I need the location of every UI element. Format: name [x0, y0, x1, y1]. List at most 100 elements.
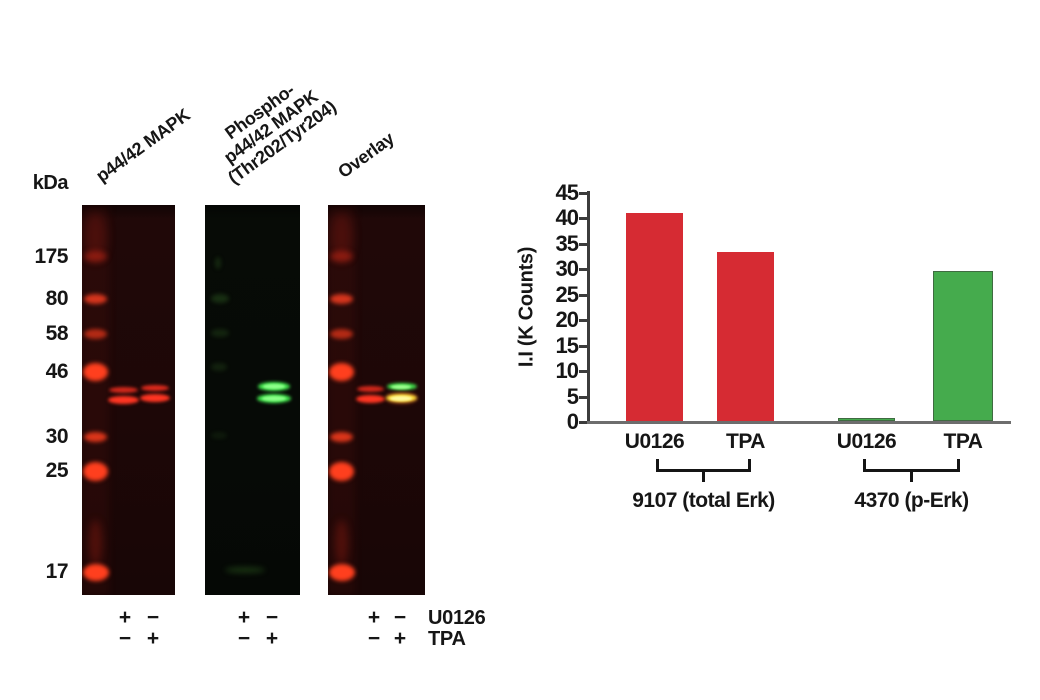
ladder-band-80	[84, 294, 107, 304]
marker-label-46: 46	[45, 360, 69, 383]
ladder-band-17	[83, 564, 109, 581]
lane2-phospho-p44-core	[263, 384, 285, 389]
y-tick-mark-20	[579, 319, 587, 323]
bottom-smear	[225, 567, 265, 573]
y-tick-mark-5	[579, 395, 587, 399]
group-bracket-stem-2	[910, 471, 913, 482]
lane2-overlay-p42-core	[390, 396, 412, 401]
group-bracket-2	[863, 459, 960, 472]
condition-symbol-panel2-lane2: +	[265, 627, 279, 650]
ladder-band-25	[329, 462, 354, 481]
y-axis-line	[587, 191, 590, 423]
ladder-band-46	[83, 363, 108, 381]
marker-label-30: 30	[45, 425, 69, 448]
ladder-smear-17	[89, 520, 102, 565]
condition-symbol-panel1-lane2: +	[146, 627, 160, 650]
x-category-label-2: U0126	[836, 430, 897, 453]
ladder-smear-top	[85, 213, 106, 261]
y-tick-label-0: 0	[566, 409, 579, 434]
y-tick-label-5: 5	[566, 383, 579, 409]
ladder-band-175	[330, 251, 353, 262]
marker-label-17: 17	[45, 560, 69, 583]
y-tick-label-40: 40	[555, 205, 579, 231]
ladder-band-17	[329, 564, 355, 581]
condition-symbol-panel3-lane2: +	[393, 627, 407, 650]
y-tick-mark-45	[579, 192, 587, 195]
condition-symbol-panel1-lane1: +	[118, 606, 132, 629]
faint-ladder-46	[211, 363, 227, 371]
blot-panel-overlay	[328, 205, 425, 595]
y-tick-mark-25	[579, 293, 587, 297]
group-label-1: 9107 (total Erk)	[632, 489, 775, 512]
ladder-band-25	[83, 462, 108, 481]
x-category-label-0: U0126	[624, 430, 685, 453]
condition-label-tpa: TPA	[428, 628, 466, 650]
ladder-band-46	[329, 363, 354, 381]
condition-symbol-panel2-lane1: +	[237, 606, 251, 629]
x-axis-line	[587, 421, 1011, 424]
faint-ladder-30	[211, 432, 227, 439]
ladder-band-58	[330, 329, 353, 339]
y-tick-mark-30	[579, 268, 587, 272]
y-tick-label-45: 45	[555, 180, 579, 205]
condition-symbol-panel2-lane2: −	[265, 606, 279, 629]
condition-symbol-panel3-lane1: −	[367, 627, 381, 650]
y-tick-mark-0	[579, 421, 587, 424]
y-tick-mark-10	[579, 370, 587, 374]
y-tick-label-10: 10	[555, 358, 579, 384]
lane2-p42-band	[140, 394, 170, 402]
panel-title-overlay: Overlay	[334, 128, 398, 182]
kda-unit-label: kDa	[32, 172, 69, 194]
bar-u0126-total	[626, 213, 683, 421]
lane2-overlay-p44-core	[391, 385, 411, 389]
y-tick-label-20: 20	[555, 307, 579, 333]
bar-tpa-perk	[933, 271, 993, 421]
condition-symbol-panel2-lane1: −	[237, 627, 251, 650]
y-tick-label-30: 30	[555, 256, 579, 282]
condition-symbol-panel3-lane2: −	[393, 606, 407, 629]
condition-symbol-panel1-lane1: −	[118, 627, 132, 650]
ladder-band-30	[84, 432, 107, 442]
ladder-band-30	[330, 432, 353, 442]
lane1-p44-band	[109, 387, 138, 393]
blot-panel-phospho-mapk	[205, 205, 300, 595]
panel-title-phospho-mapk: Phospho- p44/42 MAPK (Thr202/Tyr204)	[202, 67, 340, 188]
faint-ladder-58	[211, 329, 229, 337]
ladder-band-80	[330, 294, 353, 304]
marker-label-25: 25	[45, 459, 69, 482]
faint-ladder-80	[211, 294, 229, 303]
blot-panel-total-mapk	[82, 205, 175, 595]
ladder-smear-top	[331, 213, 352, 261]
condition-symbol-panel1-lane2: −	[146, 606, 160, 629]
marker-label-80: 80	[45, 287, 69, 310]
panel-title-total-mapk: p44/42 MAPK	[92, 104, 194, 186]
y-tick-label-25: 25	[555, 281, 579, 307]
ladder-band-58	[84, 329, 107, 339]
y-tick-mark-15	[579, 344, 587, 348]
lane1-p42-band	[356, 395, 385, 403]
lane1-p42-band	[108, 396, 139, 404]
group-bracket-1	[656, 459, 751, 472]
ladder-column-glow	[328, 205, 355, 595]
ladder-smear-17	[335, 520, 348, 565]
group-bracket-stem-1	[702, 471, 705, 482]
y-tick-label-15: 15	[555, 332, 579, 358]
marker-label-58: 58	[45, 322, 69, 345]
condition-label-u0126: U0126	[428, 607, 486, 629]
y-tick-mark-40	[579, 217, 587, 221]
bar-u0126-perk	[838, 417, 895, 421]
lane2-phospho-p42-core	[262, 396, 286, 401]
x-category-label-1: TPA	[726, 430, 765, 453]
lane2-p44-band	[141, 385, 169, 391]
ladder-band-175	[84, 251, 107, 262]
y-tick-mark-35	[579, 242, 587, 246]
ladder-column-glow	[82, 205, 109, 595]
y-tick-label-35: 35	[555, 230, 579, 256]
group-label-2: 4370 (p-Erk)	[854, 489, 969, 512]
faint-dot	[215, 257, 221, 269]
condition-symbol-panel3-lane1: +	[367, 606, 381, 629]
x-category-label-3: TPA	[943, 430, 983, 453]
lane1-p44-band	[357, 386, 384, 392]
bar-tpa-total	[717, 251, 774, 421]
